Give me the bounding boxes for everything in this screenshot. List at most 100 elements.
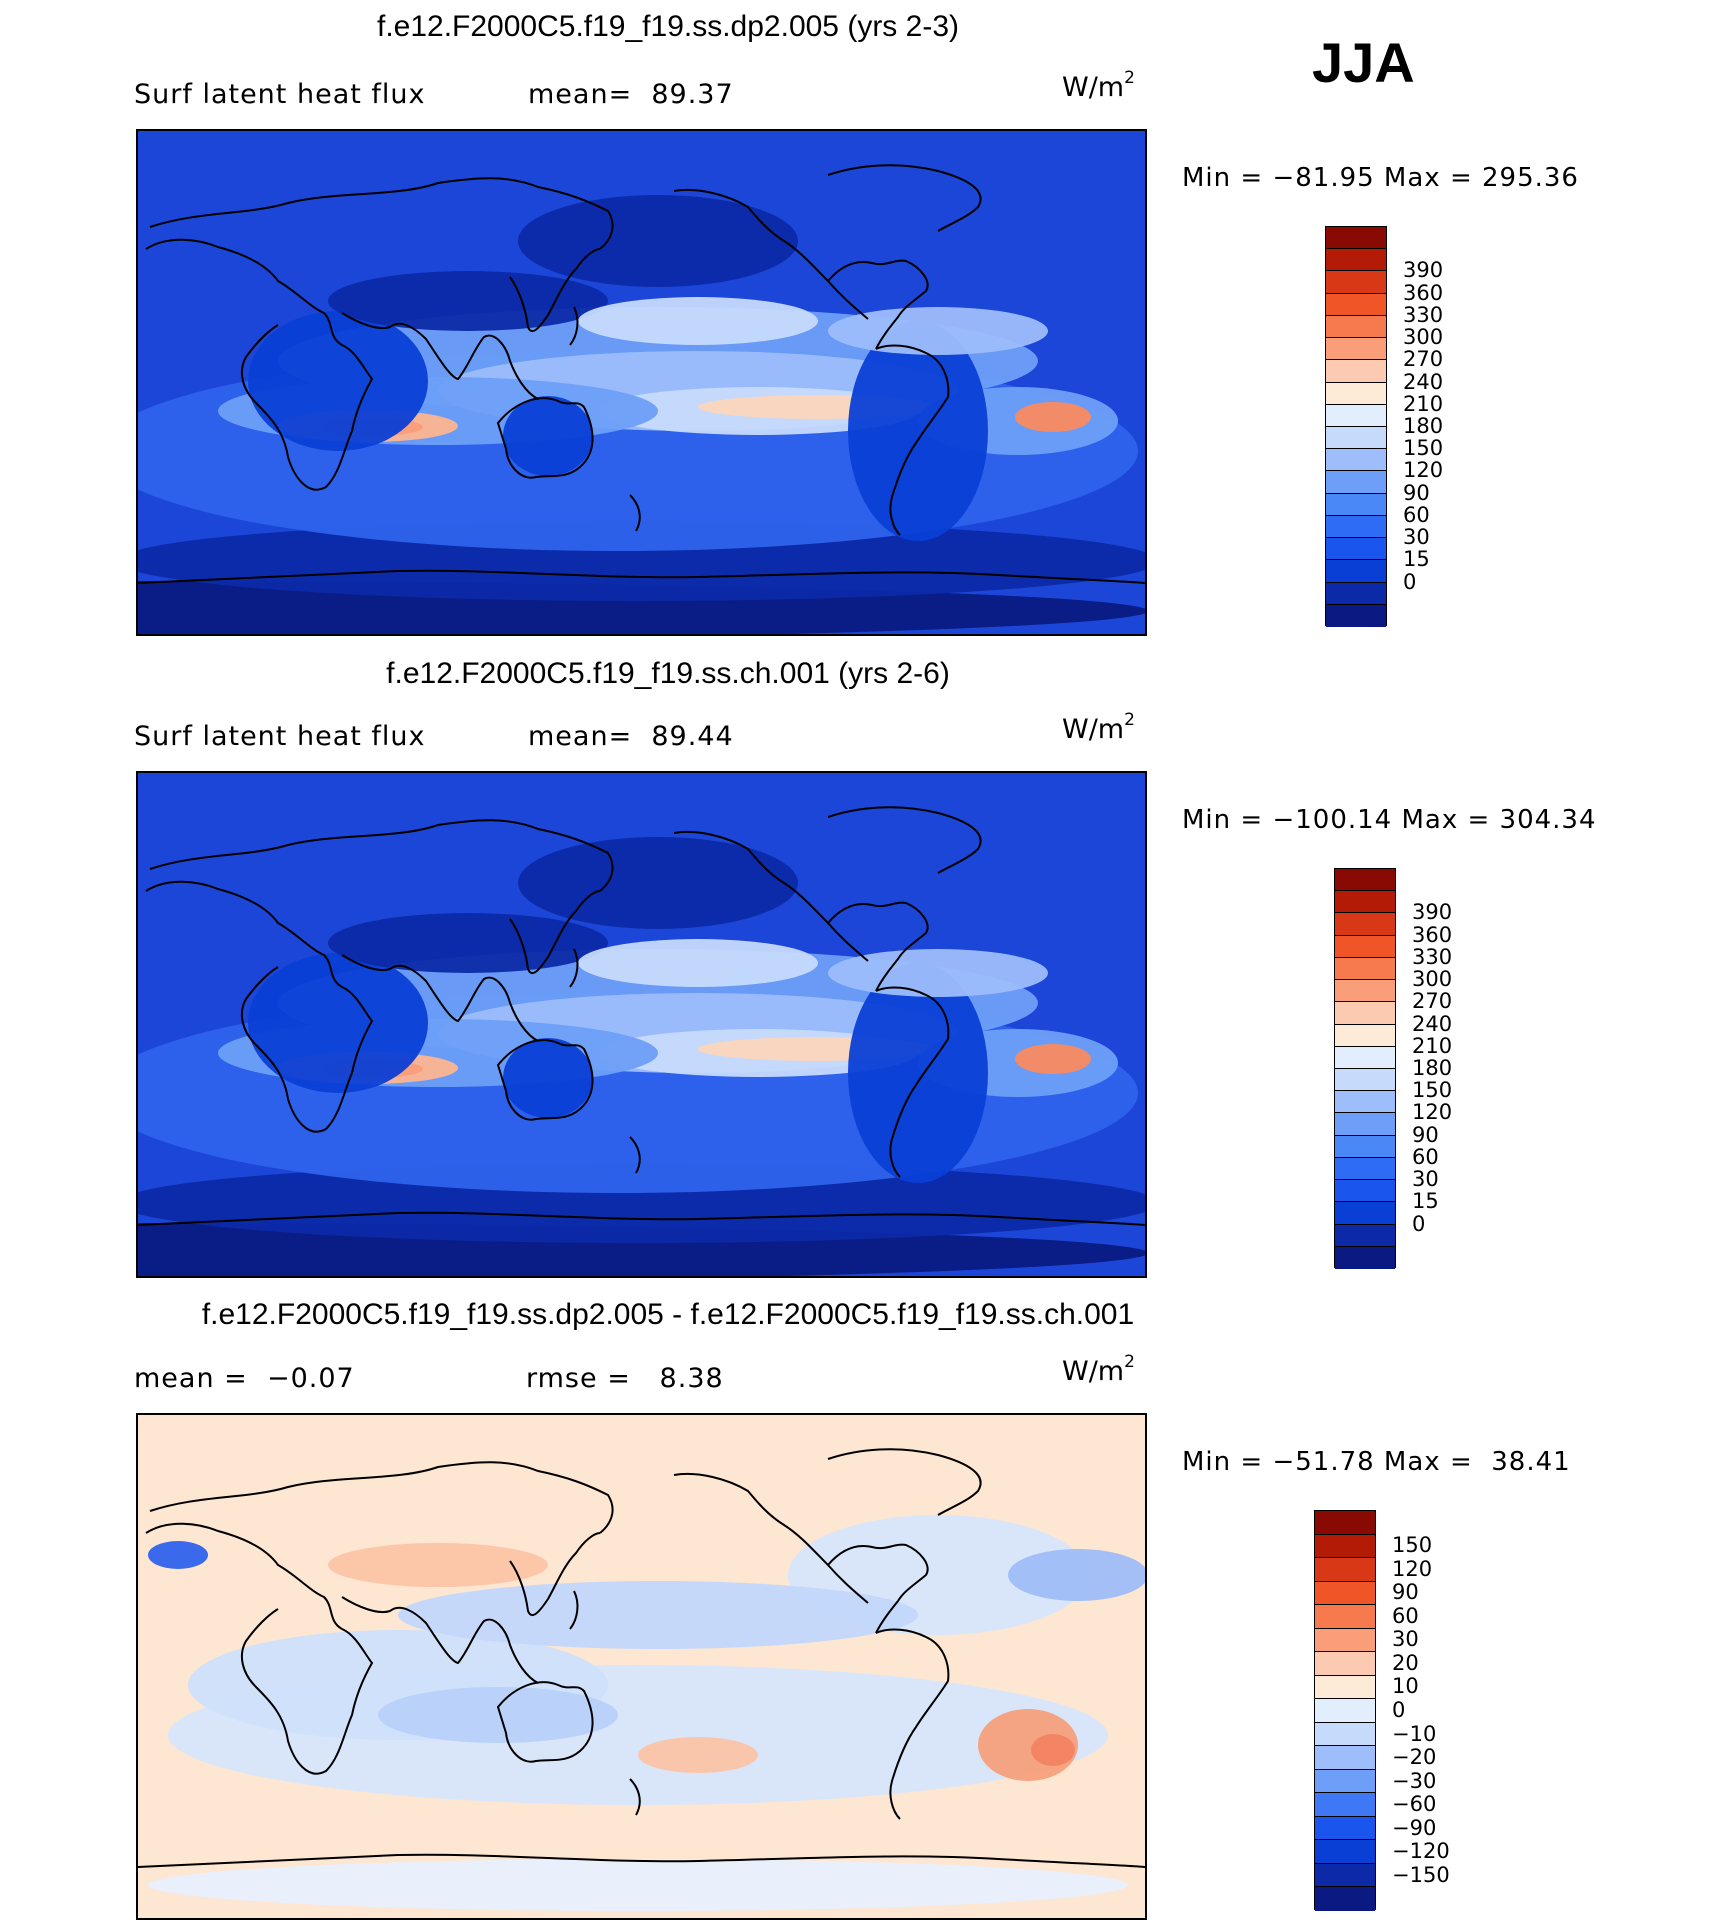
map-svg — [138, 773, 1145, 1276]
coastline — [569, 948, 579, 988]
coastline — [827, 1543, 929, 1634]
coastline — [341, 1596, 539, 1684]
colorbar-tick-label: 30 — [1403, 525, 1430, 550]
colorbar-swatch — [1335, 1024, 1395, 1047]
colorbar-tick-label: −60 — [1392, 1792, 1437, 1817]
colorbar-tick-label: 210 — [1403, 391, 1444, 416]
colorbar-tick-label: 240 — [1412, 1011, 1453, 1036]
colorbar-swatch — [1335, 1246, 1395, 1269]
colorbar-tick-label: 60 — [1392, 1603, 1419, 1628]
coastline — [496, 1039, 594, 1121]
colorbar-swatch — [1335, 1202, 1395, 1225]
coastline — [827, 901, 929, 992]
colorbar-swatch — [1315, 1887, 1375, 1911]
field-region — [503, 1038, 593, 1118]
field-region — [578, 939, 818, 987]
colorbar-swatch — [1326, 227, 1386, 250]
colorbar-swatch — [1315, 1816, 1375, 1841]
colorbar-tick-label: 270 — [1412, 989, 1453, 1014]
coastline — [629, 1136, 641, 1174]
colorbar-swatch — [1335, 1224, 1395, 1247]
coastline — [827, 164, 982, 232]
colorbar-swatch — [1326, 449, 1386, 472]
colorbar-swatch — [1326, 493, 1386, 516]
colorbar-swatch — [1326, 271, 1386, 294]
colorbar-swatch — [1335, 1113, 1395, 1136]
colorbar-swatch — [1326, 249, 1386, 272]
field-region — [518, 195, 798, 287]
colorbar-tick-label: 150 — [1412, 1078, 1453, 1103]
colorbar-swatch — [1335, 1180, 1395, 1203]
coastline — [875, 344, 950, 536]
colorbar-swatch — [1315, 1652, 1375, 1676]
colorbar-tick-label: 0 — [1392, 1698, 1406, 1722]
field-region — [828, 949, 1048, 997]
map-plot — [136, 1413, 1147, 1920]
coastline — [509, 890, 601, 975]
colorbar-tick-label: 15 — [1412, 1189, 1439, 1214]
colorbar-tick-label: 210 — [1412, 1033, 1453, 1058]
colorbar-tick-label: 30 — [1392, 1627, 1419, 1652]
rmse-label: rmse = 8.38 — [526, 1363, 724, 1394]
colorbar-tick-label: 120 — [1403, 458, 1444, 483]
colorbar-tick-label: 360 — [1403, 280, 1444, 305]
coastline — [145, 880, 374, 1133]
colorbar-swatch — [1315, 1628, 1375, 1653]
field-region — [1031, 1734, 1075, 1766]
colorbar-swatch — [1326, 515, 1386, 539]
field-region — [148, 1859, 1128, 1911]
colorbar-tick-label: 60 — [1412, 1144, 1439, 1169]
colorbar-swatch — [1335, 1002, 1395, 1025]
colorbar-swatch — [1326, 315, 1386, 339]
colorbar-swatch — [1335, 913, 1395, 936]
coastline — [496, 1681, 594, 1763]
units-label: W/m2 — [1062, 710, 1135, 745]
colorbar-tick-label: 180 — [1412, 1056, 1453, 1080]
colorbar-tick-label: −90 — [1392, 1815, 1437, 1840]
variable-label: Surf latent heat flux — [134, 79, 426, 110]
colorbar-tick-label: 0 — [1412, 1211, 1426, 1236]
field-region — [138, 521, 1145, 601]
colorbar-swatch — [1335, 957, 1395, 981]
units-label: W/m2 — [1062, 1352, 1135, 1387]
field-region — [398, 1581, 918, 1649]
colorbar-tick-label: 90 — [1392, 1580, 1419, 1605]
field-region — [578, 297, 818, 345]
colorbar-swatch — [1326, 582, 1386, 605]
coastline — [149, 819, 614, 892]
field-region — [848, 321, 988, 541]
coastline — [827, 1448, 982, 1516]
variable-label: Surf latent heat flux — [134, 721, 426, 752]
colorbar-tick-label: 330 — [1403, 302, 1444, 327]
colorbar-tick-label: 360 — [1412, 922, 1453, 947]
coastline — [673, 189, 869, 320]
colorbar-swatch — [1335, 1046, 1395, 1069]
colorbar-tick-label: 330 — [1412, 944, 1453, 969]
colorbar-tick-label: 270 — [1403, 347, 1444, 372]
panel-title: f.e12.F2000C5.f19_f19.ss.dp2.005 (yrs 2-… — [376, 10, 959, 43]
colorbar-swatch — [1315, 1558, 1375, 1582]
coastline — [138, 569, 1145, 584]
colorbar-swatch — [1315, 1863, 1375, 1888]
min-max-label: Min = −51.78 Max = 38.41 — [1182, 1447, 1571, 1477]
colorbar-swatch — [1326, 426, 1386, 450]
colorbar-swatch — [1326, 538, 1386, 561]
colorbar-tick-label: 240 — [1403, 369, 1444, 394]
colorbar-tick-label: 300 — [1412, 967, 1453, 992]
colorbar-swatch — [1335, 1068, 1395, 1092]
field-region — [328, 913, 608, 973]
colorbar-swatch — [1315, 1511, 1375, 1535]
colorbar-labels: 390 360 330 300 270 240 210 180 150 120 90 60 30 15 0 — [1403, 226, 1483, 626]
colorbar-tick-label: −30 — [1392, 1768, 1437, 1793]
colorbar — [1334, 868, 1396, 1269]
colorbar-swatch — [1315, 1840, 1375, 1864]
coastline — [509, 1532, 601, 1617]
field-region — [248, 311, 428, 451]
colorbar-tick-label: 60 — [1403, 502, 1430, 527]
colorbar-labels: 390 360 330 300 270 240 210 180 150 120 90 60 30 15 0 — [1412, 868, 1492, 1268]
coastline — [341, 954, 539, 1042]
field-region — [848, 963, 988, 1183]
colorbar-tick-label: 180 — [1403, 414, 1444, 438]
field-region — [328, 271, 608, 331]
colorbar-tick-label: 120 — [1392, 1556, 1433, 1581]
